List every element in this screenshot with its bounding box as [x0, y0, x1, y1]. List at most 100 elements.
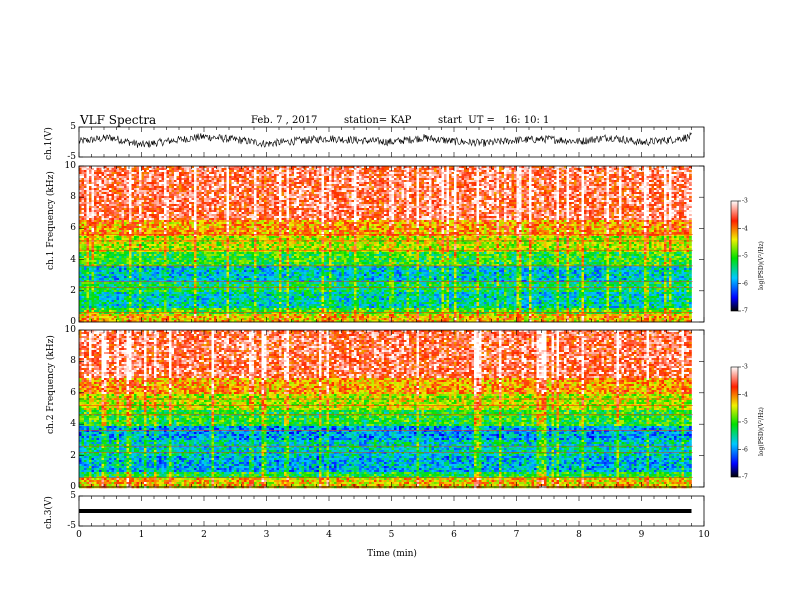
spectrogram-cell — [652, 180, 655, 182]
spectrogram-cell — [159, 178, 162, 180]
spectrogram-cell — [284, 170, 287, 172]
spectrogram-cell — [682, 174, 685, 176]
spectrogram-cell — [634, 188, 637, 190]
spectrogram-cell — [112, 170, 115, 172]
spectrogram-cell — [419, 170, 422, 172]
spectrogram-cell — [124, 172, 127, 174]
spectrogram-cell — [164, 186, 167, 188]
spectrogram-cell — [94, 170, 97, 172]
spectrogram-cell — [434, 188, 437, 190]
spectrogram-cell — [132, 184, 135, 186]
spectrogram-cell — [374, 170, 377, 172]
spectrogram-cell — [534, 170, 537, 172]
spectrogram-cell — [454, 174, 457, 176]
spectrogram-cell — [554, 176, 557, 178]
spectrogram-cell — [184, 176, 187, 178]
spectrogram-cell — [217, 182, 220, 184]
spectrogram-cell — [669, 180, 672, 182]
spectrogram-cell — [669, 174, 672, 176]
spectrogram-cell — [89, 170, 92, 172]
spectrogram-cell — [102, 178, 105, 180]
spectrogram-cell — [647, 170, 650, 172]
spectrogram-cell — [514, 178, 517, 180]
spectrogram-cell — [327, 190, 330, 192]
spectrogram-cell — [534, 176, 537, 178]
spectrogram-cell — [372, 190, 375, 192]
spectrogram-cell — [672, 176, 675, 178]
spectrogram-cell — [379, 180, 382, 182]
spectrogram-cell — [194, 180, 197, 182]
spectrogram-cell — [684, 174, 687, 176]
spectrogram-cell — [82, 170, 85, 172]
spectrogram-cell — [134, 168, 137, 170]
spectrogram-cell — [197, 176, 200, 178]
spectrogram-cell — [372, 180, 375, 182]
spectrogram-cell — [187, 182, 190, 184]
spectrogram-cell — [317, 172, 320, 174]
spectrogram-cell — [344, 188, 347, 190]
spectrogram-cell — [142, 178, 145, 180]
spectrogram-cell — [382, 176, 385, 178]
spectrogram-cell — [529, 170, 532, 172]
spectrogram-cell — [622, 180, 625, 182]
spectrogram-cell — [312, 170, 315, 172]
spectrogram-cell — [519, 184, 522, 186]
spectrogram-cell — [214, 176, 217, 178]
spectrogram-cell — [494, 168, 497, 170]
spectrogram-cell — [309, 180, 312, 182]
spectrogram-cell — [437, 172, 440, 174]
spectrogram-cell — [347, 174, 350, 176]
spectrogram-cell — [687, 186, 690, 188]
spectrogram-cell — [574, 190, 577, 192]
spectrogram-cell — [232, 180, 235, 182]
spectrogram-cell — [579, 180, 582, 182]
spectrogram-cell — [214, 182, 217, 184]
spectrogram-cell — [677, 172, 680, 174]
spectrogram-cell — [349, 172, 352, 174]
spectrogram-cell — [97, 192, 100, 194]
spectrogram-cell — [509, 180, 512, 182]
spectrogram-cell — [587, 168, 590, 170]
spectrogram-cell — [377, 184, 380, 186]
spectrogram-cell — [464, 174, 467, 176]
spectrogram-cell — [557, 170, 560, 172]
spectrogram-cell — [617, 172, 620, 174]
spectrogram-cell — [557, 178, 560, 180]
spectrogram-cell — [282, 170, 285, 172]
spectrogram-cell — [607, 182, 610, 184]
spectrogram-cell — [129, 184, 132, 186]
spectrogram-cell — [242, 172, 245, 174]
spectrogram-cell — [509, 184, 512, 186]
spectrogram-cell — [642, 188, 645, 190]
spectrogram-cell — [134, 180, 137, 182]
spectrogram-cell — [614, 182, 617, 184]
spectrogram-cell — [82, 188, 85, 190]
spectrogram-cell — [427, 182, 430, 184]
spectrogram-cell — [197, 178, 200, 180]
spectrogram-cell — [284, 186, 287, 188]
spectrogram-cell — [424, 190, 427, 192]
spectrogram-cell — [317, 170, 320, 172]
spectrogram-cell — [604, 168, 607, 170]
spectrogram-cell — [169, 184, 172, 186]
spectrogram-cell — [459, 172, 462, 174]
spectrogram-cell — [152, 190, 155, 192]
spectrogram-cell — [309, 178, 312, 180]
spectrogram-cell — [499, 188, 502, 190]
spectrogram-cell — [644, 176, 647, 178]
spectrogram-cell — [462, 178, 465, 180]
spectrogram-cell — [267, 176, 270, 178]
spectrogram-cell — [364, 172, 367, 174]
spectrogram-cell — [387, 190, 390, 192]
spectrogram-cell — [464, 170, 467, 172]
spectrogram-cell — [379, 190, 382, 192]
spectrogram-cell — [362, 180, 365, 182]
spectrogram-cell — [352, 174, 355, 176]
spectrogram-cell — [619, 188, 622, 190]
spectrogram-cell — [374, 180, 377, 182]
spectrogram-cell — [199, 190, 202, 192]
spectrogram-cell — [82, 184, 85, 186]
spectrogram-cell — [457, 168, 460, 170]
spectrogram-cell — [627, 186, 630, 188]
spectrogram-cell — [489, 190, 492, 192]
